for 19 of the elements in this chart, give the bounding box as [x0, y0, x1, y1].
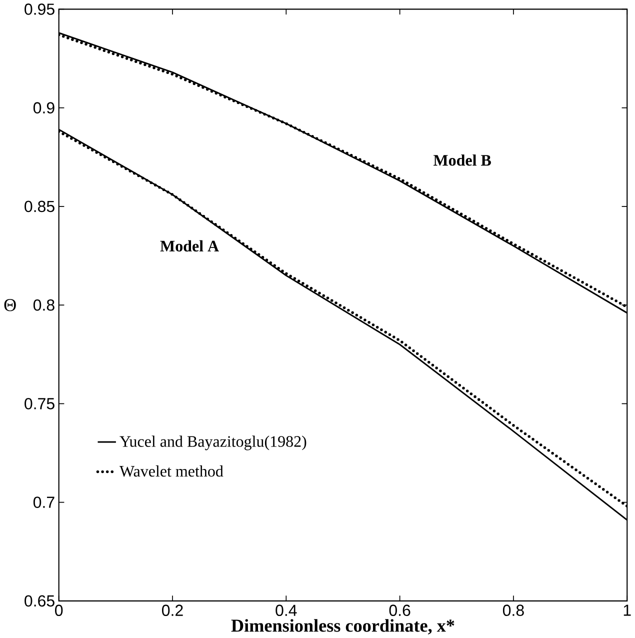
annotation: Model A [160, 240, 219, 252]
x-tick-label: 0.2 [162, 604, 183, 616]
y-tick-label: 0.85 [24, 200, 54, 212]
x-tick-label: 0.6 [389, 604, 410, 616]
annotation: Model B [433, 154, 491, 166]
legend-label: Wavelet method [119, 465, 224, 477]
y-tick-label: 0.75 [24, 398, 54, 410]
y-tick-label: 0.95 [24, 4, 54, 15]
y-tick-label: 0.65 [24, 595, 54, 607]
y-axis-title: Θ [4, 298, 16, 312]
y-tick-label: 0.9 [33, 102, 54, 114]
x-tick-label: 0.8 [502, 604, 524, 616]
x-tick-label: 1 [624, 604, 631, 616]
x-axis-title: Dimensionless coordinate, x* [231, 619, 454, 634]
x-tick-label: 0.4 [276, 604, 297, 616]
y-tick-label: 0.7 [33, 496, 54, 508]
x-tick-label: 0 [54, 604, 63, 616]
y-tick-label: 0.8 [33, 299, 54, 311]
legend-label: Yucel and Bayazitoglu(1982) [120, 436, 306, 450]
